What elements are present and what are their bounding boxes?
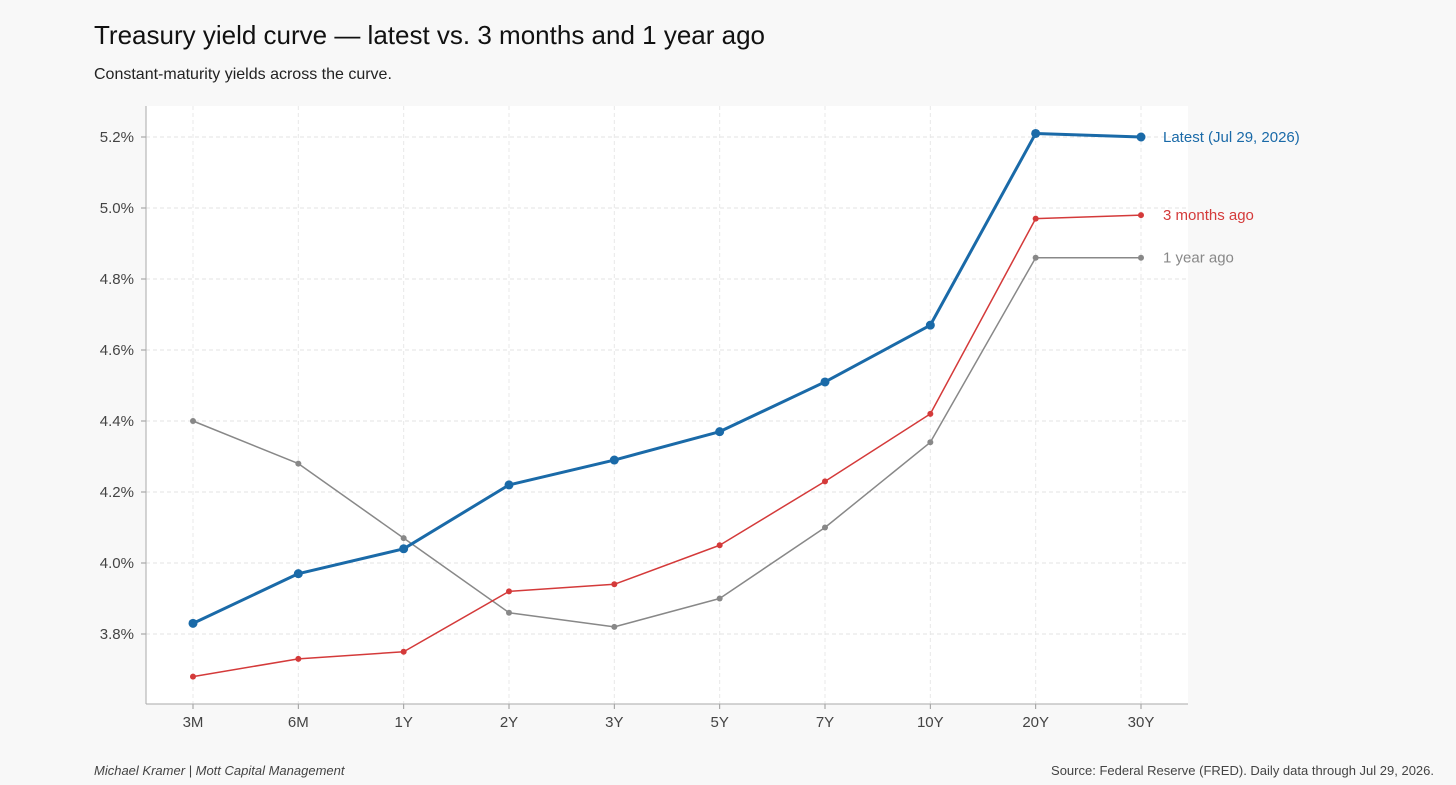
data-point [925,320,935,330]
series-label: Latest (Jul 29, 2026) [1163,129,1300,146]
x-tick-label: 2Y [500,714,518,731]
x-tick-label: 6M [288,714,309,731]
data-point [1138,212,1144,219]
data-point [715,427,725,437]
data-point [188,618,198,628]
data-point [293,569,303,579]
data-point [399,544,409,554]
data-point [1138,254,1144,261]
data-point [506,588,512,595]
series-label: 3 months ago [1163,207,1254,224]
series-line [192,256,1141,628]
series-line [192,131,1142,625]
data-point [506,609,512,616]
data-point [820,377,830,387]
x-tick-label: 3Y [605,714,623,731]
series-label: 1 year ago [1163,250,1234,267]
x-tick-label: 7Y [816,714,834,731]
data-point [1031,128,1041,138]
series-layer [188,128,1146,680]
plot-background [146,106,1188,704]
label-layer: 1 year ago 3 months ago Latest (Jul 29, 20… [1163,129,1300,267]
data-point [1136,132,1146,142]
footer-source: Source: Federal Reserve (FRED). Daily da… [1051,763,1434,778]
y-tick-label: 4.0% [100,555,134,572]
y-tick-label: 5.2% [100,129,134,146]
x-tick-label: 20Y [1022,714,1049,731]
x-tick-label: 30Y [1128,714,1155,731]
data-point [611,581,618,588]
data-point [927,410,934,417]
footer-author: Michael Kramer | Mott Capital Management [94,763,345,778]
chart-title: Treasury yield curve — latest vs. 3 mont… [94,20,766,50]
data-point [1032,215,1039,222]
data-point [716,542,723,549]
y-tick-label: 4.6% [100,342,134,359]
y-tick-label: 4.8% [100,271,134,288]
y-tick-label: 4.2% [100,484,134,501]
data-point [609,455,619,465]
data-point [716,595,723,602]
y-tick-label: 3.8% [100,626,134,643]
data-point [1032,254,1039,261]
x-tick-label: 3M [183,714,204,731]
data-point [295,655,302,662]
chart-subtitle: Constant-maturity yields across the curv… [94,66,392,83]
x-tick-label: 1Y [394,714,412,731]
series-line [192,214,1142,678]
series-2 [190,254,1144,630]
data-point [822,478,828,485]
data-point [400,535,407,542]
y-tick-label: 4.4% [100,413,134,430]
series-1 [190,212,1144,680]
data-point [190,418,196,424]
series-0 [188,128,1146,628]
data-point [190,673,196,680]
grid-layer [146,106,1188,704]
data-point [611,623,618,630]
y-tick-label: 5.0% [100,200,134,217]
axis-layer: 3.8% 4.0% 4.2% 4.4% 4.6% 4.8% 5.0% 5.2% 3M 6M 1Y 2Y… [100,106,1188,731]
data-point [295,460,302,467]
data-point [822,524,828,531]
data-point [927,439,934,446]
data-point [400,648,407,655]
x-tick-label: 5Y [710,714,728,731]
x-tick-label: 10Y [917,714,944,731]
data-point [504,480,514,490]
